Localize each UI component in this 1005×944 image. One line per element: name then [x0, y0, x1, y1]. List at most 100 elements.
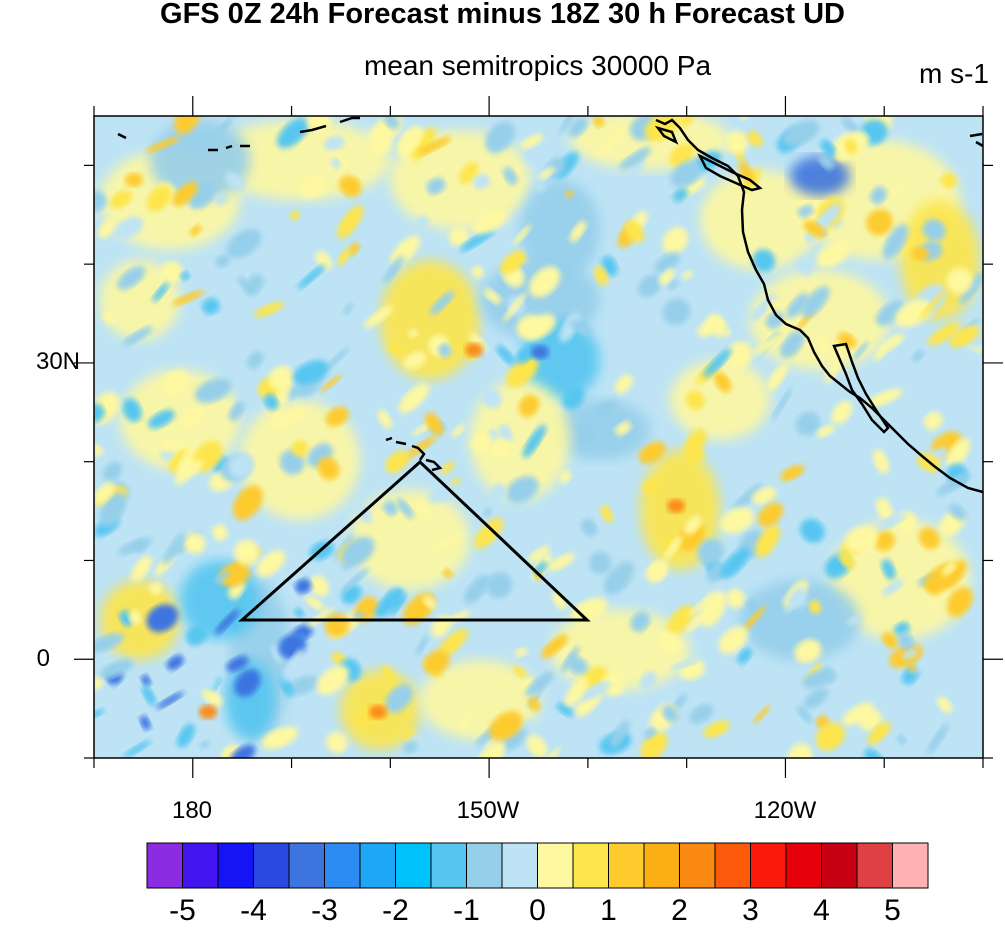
colorbar-swatch — [359, 842, 396, 889]
field-blob — [638, 441, 666, 464]
field-blob — [878, 333, 905, 354]
field-blob — [410, 127, 437, 161]
field-patch — [670, 360, 770, 440]
field-blob — [330, 157, 341, 169]
field-blob — [277, 117, 309, 149]
field-blob — [683, 515, 702, 535]
field-blob — [875, 497, 893, 520]
field-blob — [831, 400, 853, 425]
field-blob — [689, 703, 714, 724]
axis-ticks — [74, 96, 1003, 778]
field-blob — [797, 204, 814, 218]
colorbar-swatch — [643, 842, 680, 889]
field-blob — [194, 378, 232, 403]
colorbar-swatch — [821, 842, 858, 889]
field-blob — [737, 648, 752, 665]
field-blob — [725, 130, 749, 155]
colorbar-label: 1 — [600, 894, 617, 927]
field-blob — [304, 595, 325, 611]
field-blob — [820, 139, 837, 158]
field-blob — [703, 348, 732, 378]
field-blob — [408, 328, 419, 338]
map-subtitle: mean semitropics 30000 Pa — [363, 50, 712, 81]
field-blob — [796, 258, 814, 276]
colorbar-label: -5 — [169, 894, 196, 927]
field-blob — [231, 621, 239, 631]
field-blob — [667, 279, 679, 290]
field-blob — [562, 387, 585, 410]
field-blob — [514, 647, 528, 658]
field-blob — [528, 697, 541, 712]
field-blob — [472, 209, 507, 234]
field-blob — [215, 255, 230, 268]
field-blob — [94, 708, 105, 720]
field-patch — [740, 580, 860, 660]
field-hotspot — [199, 705, 217, 719]
field-blob — [838, 550, 855, 570]
field-blob — [375, 587, 404, 618]
field-blob — [399, 125, 423, 154]
field-patch — [380, 260, 480, 380]
field-blob — [570, 319, 592, 336]
field-blob — [385, 450, 410, 473]
field-blob — [271, 644, 283, 663]
field-blob — [437, 628, 468, 658]
colorbar-swatch — [288, 842, 325, 889]
field-blob — [145, 136, 180, 153]
field-blob — [874, 347, 886, 362]
coast-islands — [654, 125, 679, 145]
colorbar-swatch — [466, 842, 503, 889]
field-blob — [477, 740, 506, 758]
field-blob — [662, 705, 679, 723]
field-blob — [528, 545, 550, 563]
field-blob — [682, 270, 693, 280]
field-blob — [725, 341, 753, 370]
field-hotspot — [125, 173, 143, 187]
field-blob — [672, 187, 688, 202]
field-blob — [294, 578, 312, 594]
field-blob — [644, 116, 680, 142]
field-blob — [469, 332, 487, 352]
field-blob — [866, 388, 903, 408]
colorbar-swatch — [572, 842, 609, 889]
field-blob — [901, 649, 918, 660]
field-blob — [434, 535, 463, 550]
field-blob — [918, 527, 940, 550]
lon-label-120w: 120W — [753, 797, 817, 824]
colorbar-swatch — [182, 842, 219, 889]
field-blob — [279, 675, 294, 697]
field-blob — [94, 191, 107, 212]
field-blob — [337, 248, 351, 266]
field-blob — [937, 696, 953, 714]
field-blob — [172, 181, 198, 207]
field-blob — [852, 341, 869, 360]
field-blob — [524, 146, 543, 166]
colorbar-swatch — [146, 842, 183, 889]
field-blob — [212, 524, 228, 541]
field-blob — [440, 461, 455, 475]
field-blob — [291, 440, 309, 457]
colorbar-swatch — [679, 842, 716, 889]
colorbar-label: 4 — [813, 894, 830, 927]
field-blob — [962, 720, 983, 752]
field-blob — [718, 626, 749, 654]
field-blob — [639, 671, 657, 690]
field-blob — [503, 167, 518, 185]
field-blob — [110, 190, 133, 209]
field-blob — [213, 116, 235, 137]
field-blob — [570, 597, 608, 623]
field-blob — [141, 674, 151, 687]
field-blob — [403, 435, 437, 460]
field-blob — [621, 521, 630, 530]
field-blob — [512, 665, 528, 678]
field-hotspot — [911, 247, 929, 261]
field-blob — [325, 406, 349, 427]
field-blob — [697, 317, 722, 338]
field-blob — [559, 312, 580, 343]
field-blob — [387, 341, 405, 356]
field-blob — [343, 302, 353, 315]
field-blob — [215, 608, 240, 635]
field-blob — [872, 449, 890, 474]
field-blob — [660, 424, 681, 444]
field-blob — [600, 505, 614, 523]
